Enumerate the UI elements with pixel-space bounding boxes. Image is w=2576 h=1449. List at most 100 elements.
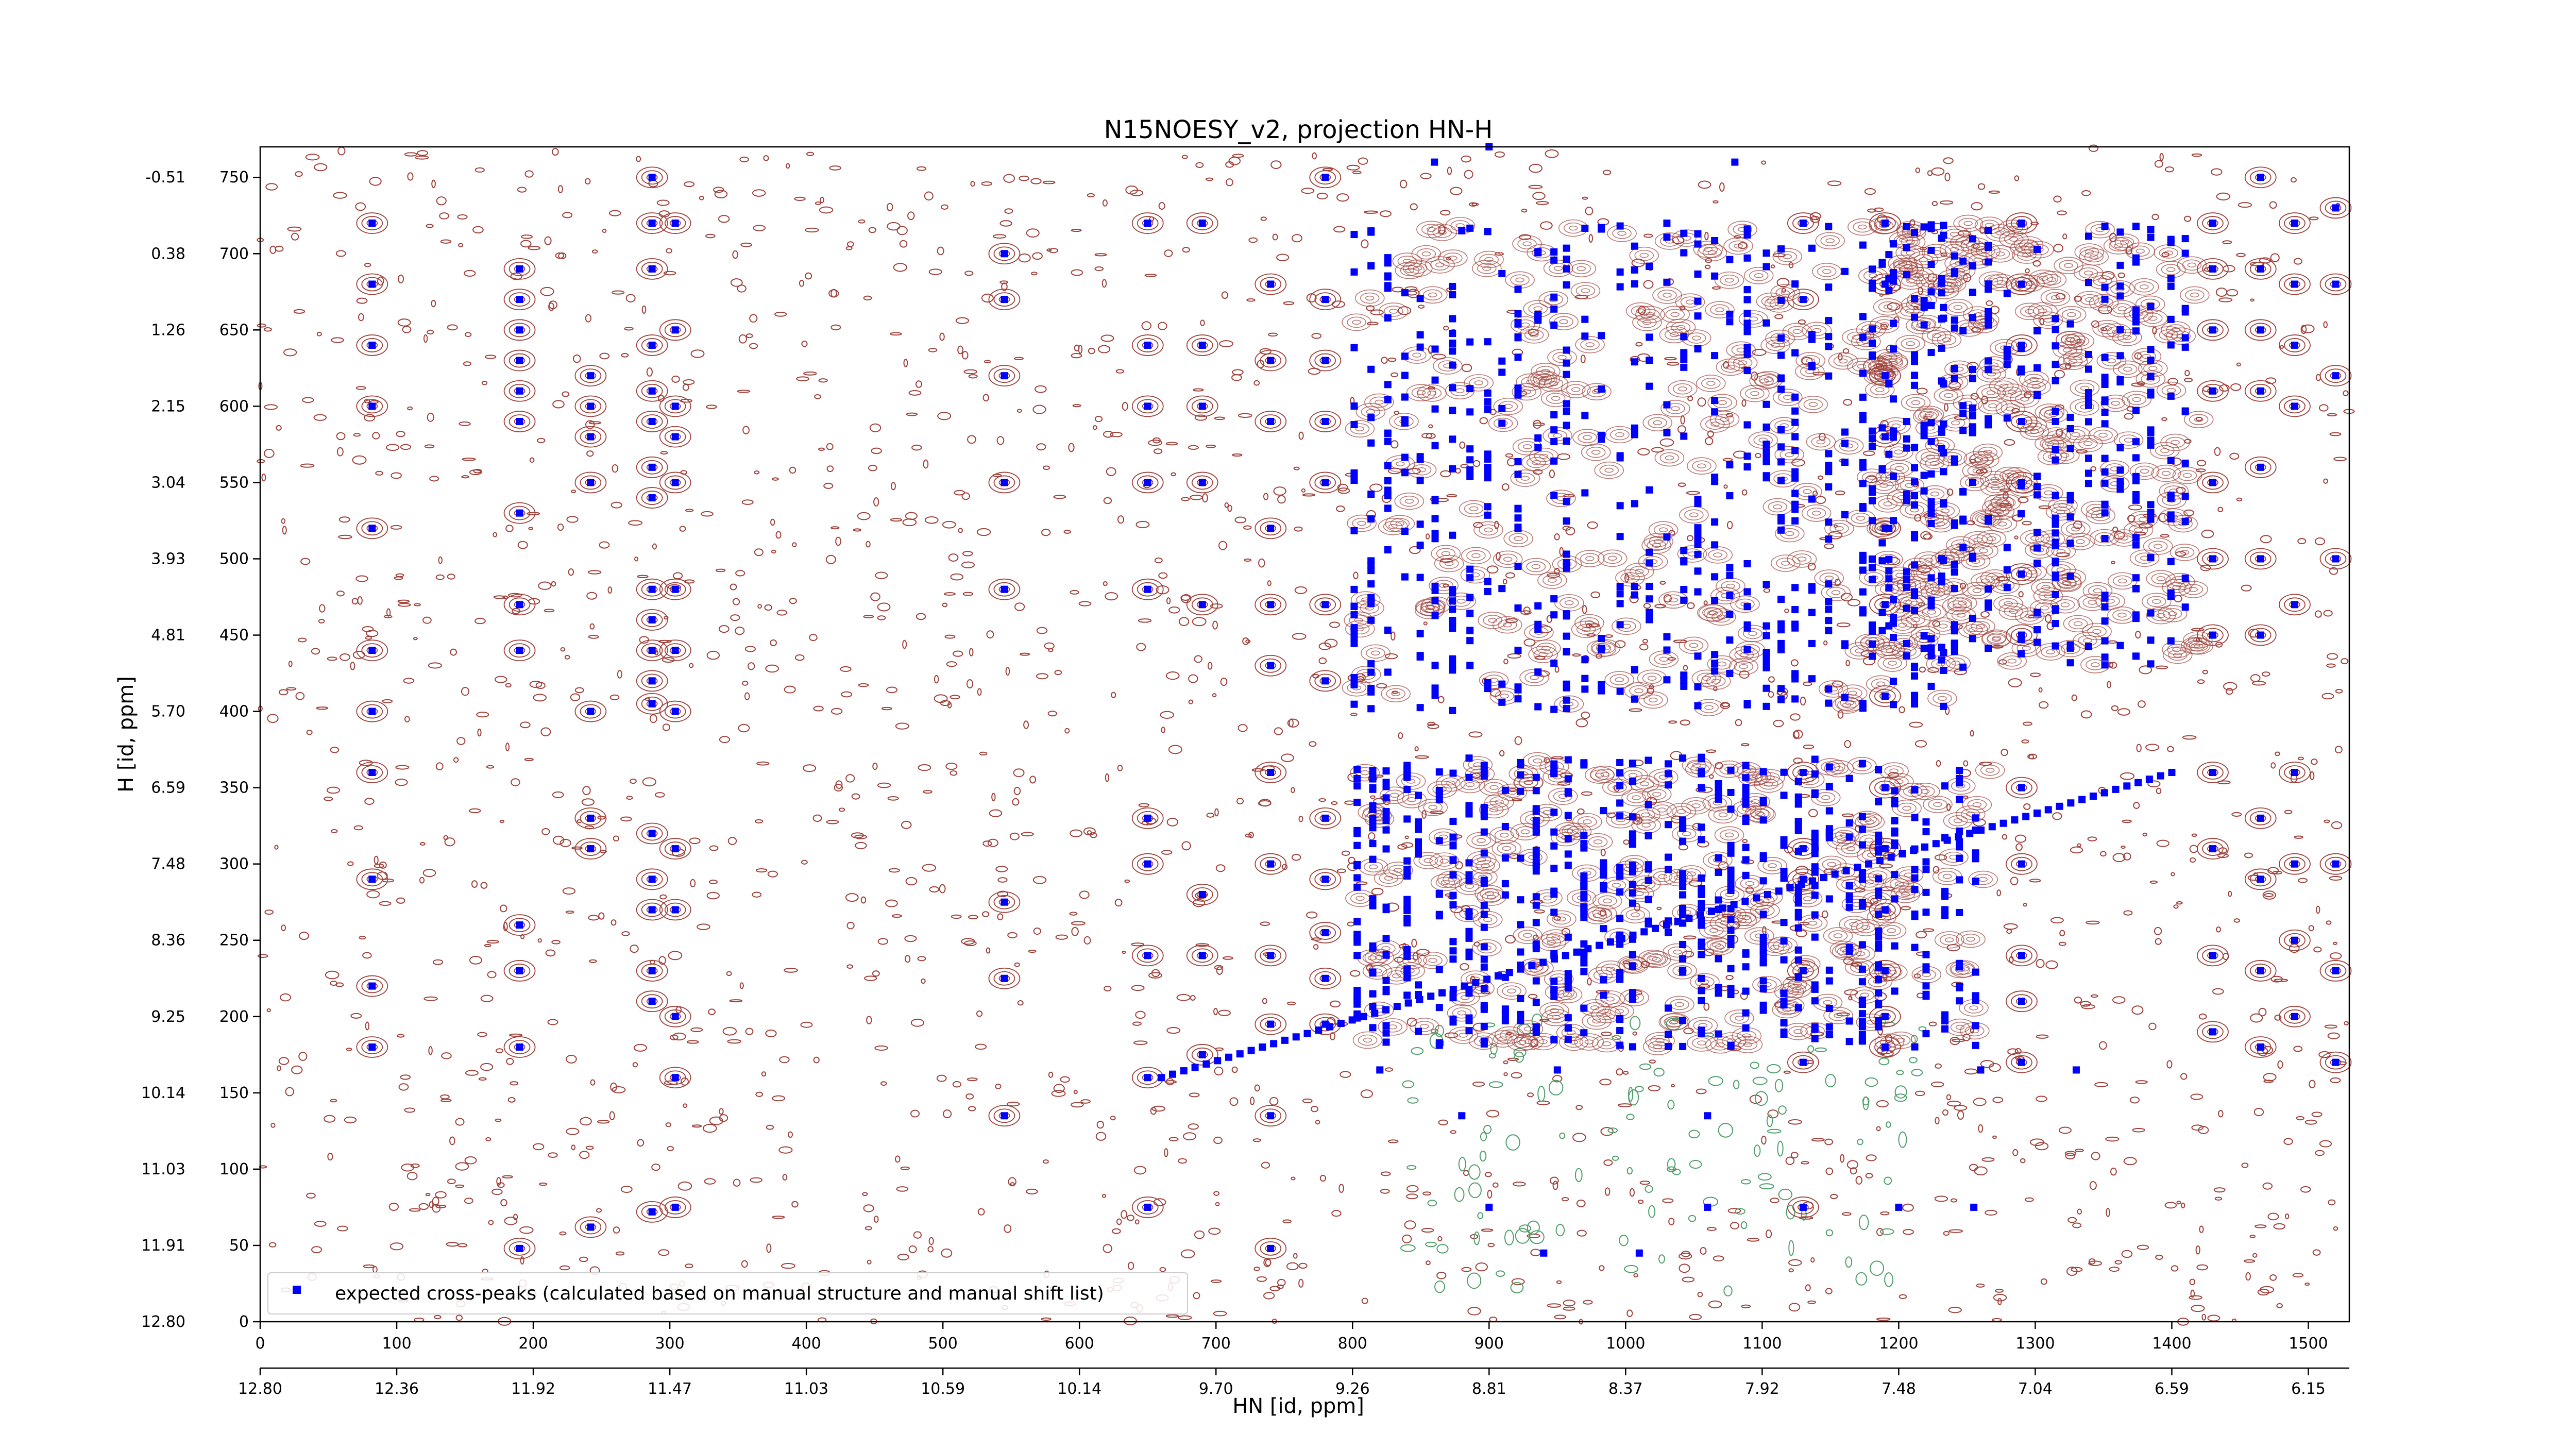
contour-negative [1759, 1183, 1774, 1190]
contour-noise [2341, 658, 2349, 665]
contour-noise [689, 663, 694, 668]
contour-noise [2326, 663, 2336, 668]
contour-noise [1942, 1109, 1948, 1116]
contour-noise [697, 923, 710, 930]
contour-noise [2062, 233, 2067, 240]
contour-noise [267, 714, 279, 723]
contour-noise [602, 228, 607, 233]
contour-peak [1839, 440, 1859, 452]
contour-noise [863, 295, 872, 301]
contour-noise [2218, 297, 2233, 302]
contour-noise [584, 178, 591, 184]
contour-noise [796, 376, 809, 381]
contour-noise [1514, 736, 1522, 745]
contour-noise [794, 196, 806, 201]
contour-negative [1865, 1077, 1878, 1087]
contour-noise [1679, 1263, 1690, 1273]
contour-negative [1510, 1282, 1524, 1293]
contour-noise [562, 391, 570, 397]
contour-noise [1401, 842, 1414, 848]
contour-noise [626, 796, 633, 800]
contour-noise [1864, 188, 1876, 195]
contour-noise [1507, 1057, 1519, 1061]
contour-noise [1272, 233, 1278, 241]
contour-noise [1847, 599, 1861, 606]
contour-noise [1406, 1193, 1418, 1200]
contour-noise [1798, 319, 1806, 325]
contour-noise [1214, 416, 1226, 420]
contour-noise [927, 1246, 934, 1253]
contour-noise [862, 1192, 868, 1197]
contour-noise [877, 615, 886, 620]
contour-noise [831, 707, 843, 715]
contour-negative [1626, 1167, 1633, 1175]
contour-noise [1380, 1171, 1391, 1176]
contour-noise [1168, 745, 1182, 754]
contour-noise [1158, 202, 1165, 210]
contour-noise [1648, 1085, 1661, 1091]
contour-noise [1928, 1021, 1937, 1026]
contour-noise [1741, 1304, 1751, 1308]
contour-noise [2219, 384, 2230, 392]
contour-negative [1858, 1215, 1869, 1231]
contour-noise [511, 778, 520, 786]
contour-noise [2321, 693, 2334, 700]
contour-noise [2223, 682, 2238, 691]
contour-noise [757, 604, 762, 609]
contour-noise [524, 757, 534, 762]
contour-noise [1117, 765, 1123, 771]
contour-noise [2148, 1022, 2157, 1031]
contour-noise [572, 354, 581, 363]
contour-negative [1757, 1173, 1772, 1181]
contour-noise [1460, 464, 1469, 468]
contour-noise [1207, 662, 1213, 670]
contour-noise [937, 246, 944, 256]
contour-noise [967, 1077, 978, 1082]
contour-noise [438, 556, 443, 564]
contour-noise [1293, 466, 1300, 470]
contour-peak [1546, 490, 1576, 507]
contour-noise [591, 249, 598, 254]
contour-noise [865, 1226, 872, 1231]
contour-noise [950, 695, 960, 700]
contour-noise [306, 730, 313, 735]
contour-peak [1659, 452, 1680, 464]
contour-noise [845, 893, 859, 902]
contour-noise [819, 206, 834, 214]
contour-noise [963, 369, 978, 375]
contour-negative [1754, 1091, 1768, 1106]
contour-noise [1063, 530, 1072, 534]
contour-noise [2077, 1208, 2082, 1215]
contour-noise [1168, 1137, 1179, 1141]
contour-noise [1421, 433, 1433, 439]
contour-noise [1790, 1152, 1799, 1159]
contour-peak [1602, 552, 1622, 564]
contour-noise [1919, 666, 1926, 673]
contour-noise [1821, 910, 1828, 919]
contour-noise [911, 444, 922, 451]
contour-noise [805, 272, 812, 280]
contour-noise [2091, 1152, 2100, 1160]
contour-noise [1078, 601, 1092, 606]
contour-noise [1512, 1182, 1526, 1187]
contour-noise [1277, 495, 1286, 504]
contour-noise [2180, 1073, 2188, 1080]
contour-noise [1069, 912, 1078, 916]
contour-noise [682, 384, 689, 391]
contour-noise [1575, 1105, 1583, 1110]
contour-noise [316, 706, 329, 710]
contour-negative [1653, 1068, 1665, 1077]
contour-noise [1580, 355, 1586, 363]
contour-noise [656, 199, 670, 206]
contour-noise [2074, 996, 2082, 1004]
contour-noise [327, 1152, 333, 1161]
contour-noise [499, 820, 505, 823]
contour-noise [2191, 628, 2205, 631]
contour-noise [1668, 1218, 1675, 1225]
contour-noise [617, 670, 622, 679]
contour-negative [1490, 1043, 1498, 1055]
contour-noise [397, 599, 410, 603]
contour-noise [1704, 231, 1709, 241]
contour-noise [2109, 1267, 2120, 1272]
contour-noise [2020, 1158, 2026, 1164]
